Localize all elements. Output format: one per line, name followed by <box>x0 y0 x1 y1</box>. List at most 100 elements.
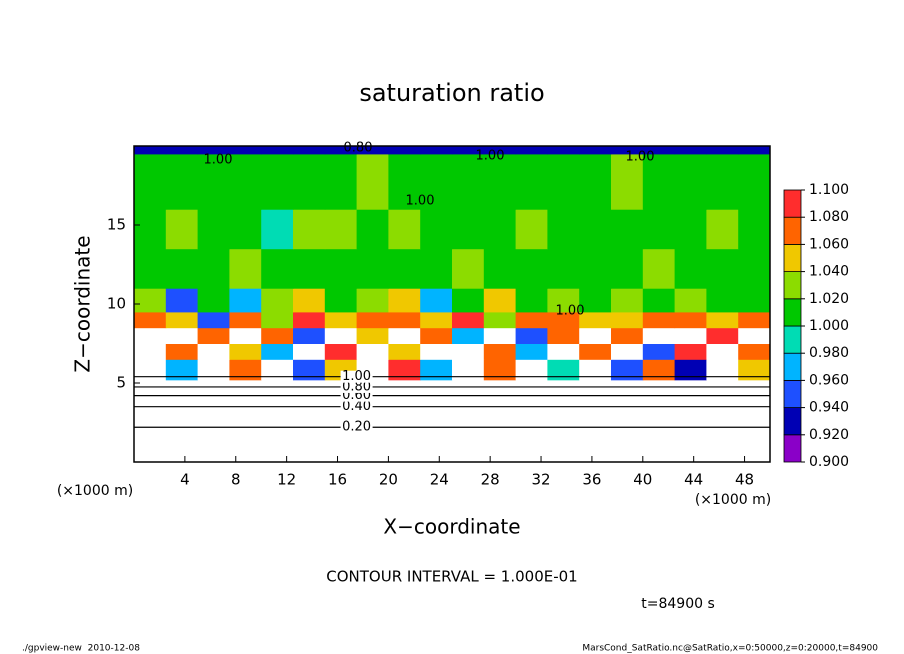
field-cell <box>452 327 485 344</box>
field-cell <box>324 209 358 250</box>
field-cell <box>420 248 453 289</box>
contour-label: 1.00 <box>476 149 505 164</box>
contour-label-bg <box>340 421 373 434</box>
x-tick-label: 12 <box>277 471 296 489</box>
field-cell <box>388 209 421 250</box>
field-cell <box>388 153 421 210</box>
field-cell <box>388 288 421 313</box>
field-cell <box>483 288 517 313</box>
field-cell <box>642 209 676 250</box>
field-cell <box>611 248 644 289</box>
field-cell <box>388 248 421 289</box>
field-cell <box>642 146 676 155</box>
field-cell <box>738 379 771 392</box>
field-cell <box>261 343 294 360</box>
colorbar-swatch <box>783 243 802 272</box>
time-label: t=84900 s <box>641 596 715 612</box>
colorbar-label: 1.000 <box>809 318 849 334</box>
field-cell <box>579 359 612 381</box>
field-cell <box>134 146 167 155</box>
field-cell <box>324 311 358 329</box>
field-cell <box>165 209 199 250</box>
field-cell <box>579 327 612 344</box>
colorbar-swatch <box>783 189 802 218</box>
field-cell <box>452 359 485 381</box>
contour-label: 1.00 <box>204 153 233 168</box>
field-cell <box>134 209 167 250</box>
field-cell <box>706 209 739 250</box>
field-cell <box>293 327 326 344</box>
field-cell <box>452 288 485 313</box>
field-cell <box>611 327 644 344</box>
field-cell <box>515 390 548 416</box>
field-cell <box>738 359 771 381</box>
field-cell <box>229 438 262 463</box>
field-cell <box>356 248 389 289</box>
field-cell <box>197 359 230 381</box>
field-cell <box>420 359 453 381</box>
field-cell <box>706 153 739 210</box>
field-cell <box>611 311 644 329</box>
field-cell <box>642 288 676 313</box>
footer-right: MarsCond_SatRatio.nc@SatRatio,x=0:50000,… <box>582 644 878 654</box>
field-cell <box>165 343 199 360</box>
field-cell <box>165 248 199 289</box>
field-cell <box>229 390 262 416</box>
field-cell <box>293 359 326 381</box>
field-cell <box>356 146 389 155</box>
field-cell <box>261 153 294 210</box>
field-cell <box>611 359 644 381</box>
x-tick-label: 28 <box>481 471 500 489</box>
field-cell <box>197 438 230 463</box>
field-cell <box>547 146 580 155</box>
field-cell <box>293 311 326 329</box>
x-tick-label: 32 <box>531 471 550 489</box>
field-cell <box>642 390 676 416</box>
field-cell <box>515 311 548 329</box>
field-cell <box>674 153 707 210</box>
field-cell <box>547 248 580 289</box>
field-cell <box>452 343 485 360</box>
field-cell <box>197 311 230 329</box>
field-cell <box>261 379 294 392</box>
field-cell <box>579 209 612 250</box>
field-cell <box>642 327 676 344</box>
colorbar-swatch <box>783 271 802 300</box>
field-cell <box>483 311 517 329</box>
field-cell <box>197 146 230 155</box>
field-cell <box>293 390 326 416</box>
field-cell <box>674 248 707 289</box>
field-cell <box>483 327 517 344</box>
field-cell <box>642 248 676 289</box>
field-cell <box>547 288 580 313</box>
contour-label: 0.80 <box>342 379 371 394</box>
field-cell <box>642 153 676 210</box>
field-cell <box>452 390 485 416</box>
x-tick-label: 8 <box>231 471 241 489</box>
field-cell <box>579 343 612 360</box>
field-cell <box>738 288 771 313</box>
field-cell <box>547 311 580 329</box>
field-cell <box>515 343 548 360</box>
field-cell <box>515 327 548 344</box>
field-cell <box>261 311 294 329</box>
field-cell <box>293 343 326 360</box>
field-cell <box>674 438 707 463</box>
field-cell <box>547 153 580 210</box>
field-cell <box>388 390 421 416</box>
field-cell <box>134 248 167 289</box>
x-tick-label: 4 <box>180 471 190 489</box>
field-cell <box>452 209 485 250</box>
field-cell <box>611 288 644 313</box>
field-cell <box>324 248 358 289</box>
field-cell <box>229 248 262 289</box>
field-cell <box>547 327 580 344</box>
field-cell <box>293 248 326 289</box>
contour-label: 0.40 <box>342 399 371 414</box>
field-cell <box>706 288 739 313</box>
field-cell <box>388 311 421 329</box>
field-cell <box>229 327 262 344</box>
field-cell <box>420 379 453 392</box>
contour-label: 0.20 <box>342 420 371 435</box>
field-cell <box>452 248 485 289</box>
